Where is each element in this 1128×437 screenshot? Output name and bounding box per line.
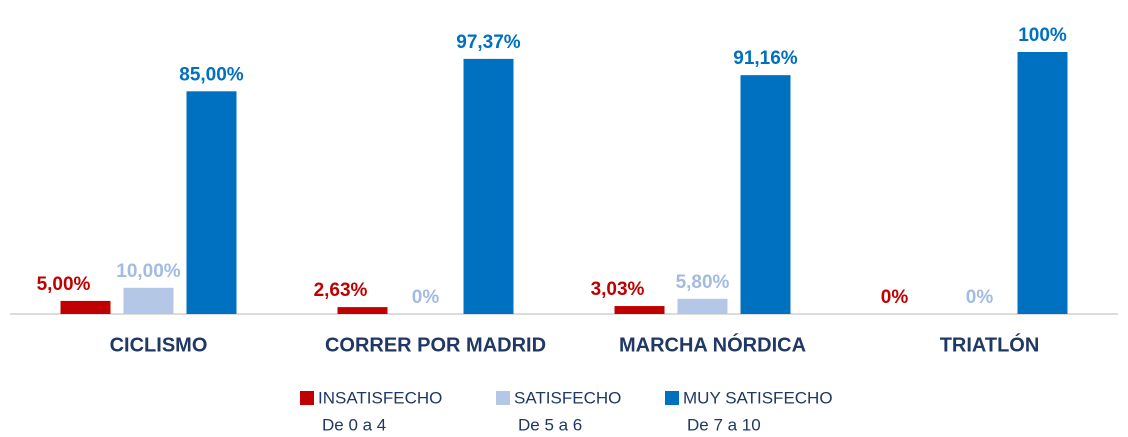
legend-label: MUY SATISFECHO <box>683 388 833 407</box>
value-label: 97,37% <box>456 32 521 53</box>
bar <box>740 75 791 314</box>
bar <box>614 306 665 314</box>
value-label: 100% <box>1018 25 1067 46</box>
value-label: 85,00% <box>179 64 244 85</box>
legend-swatch <box>496 391 510 405</box>
value-label: 10,00% <box>116 261 181 282</box>
x-tick-label: CORRER POR MADRID <box>325 334 546 356</box>
bar <box>123 287 174 314</box>
legend-label: INSATISFECHO <box>318 388 442 407</box>
value-label: 3,03% <box>591 279 645 300</box>
value-label: 0% <box>881 287 909 308</box>
value-label: 0% <box>966 287 994 308</box>
value-label: 0% <box>412 287 440 308</box>
legend-range: De 5 a 6 <box>518 415 582 434</box>
bar <box>337 307 388 314</box>
legend-swatch <box>300 391 314 405</box>
legend-range: De 7 a 10 <box>687 415 761 434</box>
bar <box>60 300 111 314</box>
x-tick-label: TRIATLÓN <box>940 332 1040 356</box>
bar <box>186 91 237 314</box>
value-label: 2,63% <box>314 280 368 301</box>
legend-swatch <box>665 391 679 405</box>
legend-label: SATISFECHO <box>514 388 621 407</box>
bar <box>677 298 728 314</box>
x-tick-label: MARCHA NÓRDICA <box>619 332 806 356</box>
value-label: 91,16% <box>733 48 798 69</box>
value-label: 5,80% <box>676 272 730 293</box>
legend-range: De 0 a 4 <box>322 415 386 434</box>
x-tick-label: CICLISMO <box>110 334 208 356</box>
bar <box>463 58 514 315</box>
bar <box>1017 52 1068 314</box>
value-label: 5,00% <box>37 274 91 295</box>
